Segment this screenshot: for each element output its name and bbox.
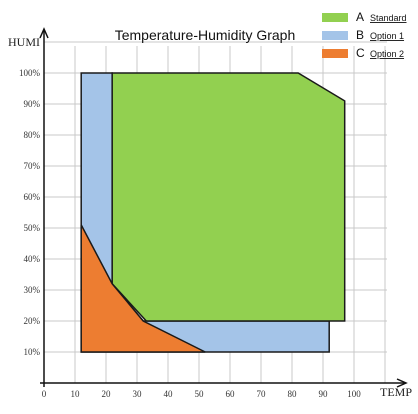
x-tick-label: 100 bbox=[347, 389, 361, 399]
legend-swatch bbox=[322, 13, 348, 22]
y-tick-label: 80% bbox=[24, 130, 41, 140]
axes bbox=[39, 27, 408, 388]
x-tick-label: 0 bbox=[42, 389, 47, 399]
legend-letter: C bbox=[356, 46, 365, 60]
legend-swatch bbox=[322, 31, 348, 40]
legend-label: Option 2 bbox=[370, 49, 404, 59]
legend-letter: A bbox=[356, 10, 364, 24]
y-tick-label: 70% bbox=[24, 161, 41, 171]
x-tick-label: 80 bbox=[288, 389, 298, 399]
y-tick-label: 90% bbox=[24, 99, 41, 109]
legend: A Standard B Option 1 C Option 2 bbox=[322, 10, 407, 60]
legend-letter: B bbox=[356, 28, 364, 42]
chart-title: Temperature-Humidity Graph bbox=[115, 27, 296, 43]
y-axis-label: HUMI bbox=[8, 35, 40, 49]
y-axis-arrow bbox=[39, 27, 49, 39]
areas bbox=[80, 72, 346, 353]
x-tick-label: 20 bbox=[102, 389, 112, 399]
area-standard bbox=[111, 72, 346, 322]
y-tick-label: 50% bbox=[24, 223, 41, 233]
legend-label: Option 1 bbox=[370, 31, 404, 41]
x-axis-arrow bbox=[396, 378, 408, 388]
x-tick-label: 90 bbox=[319, 389, 329, 399]
legend-label: Standard bbox=[370, 13, 407, 23]
tick-labels: 0 10 20 30 40 50 60 70 80 90 100 10% 20% 30% 40% 50% 60%… bbox=[19, 68, 361, 399]
x-tick-label: 70 bbox=[257, 389, 267, 399]
x-tick-label: 40 bbox=[164, 389, 174, 399]
y-tick-label: 100% bbox=[19, 68, 41, 78]
x-tick-label: 10 bbox=[71, 389, 81, 399]
x-tick-label: 50 bbox=[195, 389, 205, 399]
y-tick-label: 40% bbox=[24, 254, 41, 264]
x-tick-label: 30 bbox=[133, 389, 143, 399]
x-tick-label: 60 bbox=[226, 389, 236, 399]
area-option-2 bbox=[80, 224, 206, 353]
y-tick-label: 10% bbox=[24, 347, 41, 357]
y-tick-label: 30% bbox=[24, 285, 41, 295]
y-tick-label: 20% bbox=[24, 316, 41, 326]
y-tick-label: 60% bbox=[24, 192, 41, 202]
legend-swatch bbox=[322, 49, 348, 58]
x-axis-label: TEMP bbox=[380, 385, 412, 399]
